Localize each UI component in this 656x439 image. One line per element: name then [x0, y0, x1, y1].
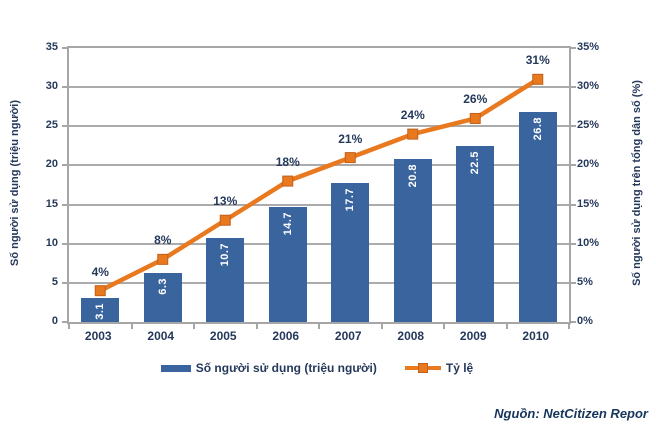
line-value-label: 18%: [275, 155, 300, 170]
bar-2010: 26.8: [518, 112, 557, 322]
right-axis-title: Số người sử dụng trên tổng dân số (%): [622, 46, 652, 320]
left-axis-title: Số người sử dụng (triệu người): [0, 46, 30, 320]
left-axis-tickmark: [62, 164, 67, 167]
right-axis-tickmark: [571, 164, 576, 167]
line-path: [99, 77, 539, 293]
x-axis-tickmark: [380, 324, 383, 329]
right-axis-title-text: Số người sử dụng trên tổng dân số (%): [631, 80, 644, 286]
bar-2003: 3.1: [81, 297, 120, 322]
right-axis-tick-label: 0%: [577, 315, 593, 327]
x-axis-tickmark: [505, 324, 508, 329]
gridline-15: [69, 203, 569, 206]
left-axis-tickmark: [62, 86, 67, 89]
x-axis-label-2009: 2009: [459, 329, 487, 343]
bar-2008: 20.8: [393, 159, 432, 322]
x-axis-tickmark: [443, 324, 445, 329]
left-axis-tickmark: [62, 321, 67, 323]
x-axis-label-2010: 2010: [522, 329, 550, 343]
right-axis-tickmark: [571, 321, 576, 323]
line-series: [94, 73, 544, 297]
line-marker-icon: [94, 285, 106, 297]
line-marker-icon: [407, 128, 419, 140]
left-axis-tick-label: 5: [51, 275, 58, 288]
left-axis-tick-label: 25: [45, 119, 58, 132]
bar-series-swatch-icon: [160, 364, 191, 372]
bar-2005: 10.7: [206, 238, 245, 322]
right-axis-tickmark: [571, 47, 576, 49]
left-axis-title-text: Số người sử dụng (triệu người): [9, 99, 21, 267]
line-series-legend-label: Tỷ lệ: [445, 361, 474, 375]
right-axis-tickmark: [571, 125, 576, 128]
bar-2009: 22.5: [456, 145, 495, 322]
right-axis-tick-label: 30%: [577, 80, 600, 93]
x-axis-tickmark: [255, 324, 258, 329]
right-axis-tickmark: [571, 242, 576, 245]
left-axis-tickmark: [62, 203, 67, 206]
left-axis-tick-label: 20: [45, 158, 58, 171]
line-value-label: 13%: [213, 194, 238, 209]
line-marker-icon: [219, 214, 231, 226]
line-value-label: 24%: [400, 108, 425, 123]
right-axis-tick-label: 10%: [577, 236, 600, 249]
right-axis-tickmark: [571, 86, 576, 89]
x-axis-label-2005: 2005: [209, 329, 237, 343]
line-value-label: 26%: [463, 92, 488, 107]
left-axis-tick-label: 10: [45, 236, 58, 249]
x-axis-tickmark: [130, 324, 133, 329]
bar-2004: 6.3: [143, 272, 182, 322]
left-axis-tickmark: [62, 47, 67, 49]
line-marker-icon: [532, 73, 544, 85]
gridline-5: [69, 281, 569, 284]
x-axis-tickmark: [568, 324, 570, 329]
x-axis-tickmark: [68, 324, 70, 329]
gridline-20: [69, 164, 569, 167]
x-axis-label-2008: 2008: [397, 329, 425, 343]
right-axis-tick-label: 5%: [577, 275, 593, 288]
legend: Số người sử dụng (triệu người) Tỷ lệ: [67, 361, 567, 375]
gridline-10: [69, 242, 569, 245]
plot-area: 3.1 6.3 10.7 14.7 17.7 20.8 22.5 26.8 4% 8% 13% 18%…: [62, 46, 576, 329]
line-value-label: 31%: [525, 53, 550, 68]
line-value-label: 4%: [91, 264, 109, 279]
gridline-30: [69, 86, 569, 89]
bar-series-legend-label: Số người sử dụng (triệu người): [195, 361, 377, 375]
left-axis-tick-label: 35: [45, 41, 58, 53]
left-axis-tick-label: 15: [45, 197, 58, 210]
left-axis-tick-label: 30: [45, 80, 58, 93]
line-marker-icon: [344, 152, 356, 164]
x-axis-label-2007: 2007: [334, 329, 362, 343]
line-marker-icon: [469, 112, 481, 124]
left-axis-tickmark: [62, 242, 67, 245]
x-axis-labels: 2003 2004 2005 2006 2007 2008 2009 2010: [67, 329, 567, 343]
bar-2007: 17.7: [331, 183, 370, 322]
line-series-swatch-icon: [404, 363, 441, 373]
right-axis-tickmark: [571, 281, 576, 284]
line-value-label: 8%: [154, 233, 172, 248]
line-marker-icon: [282, 175, 294, 187]
right-axis-tick-label: 35%: [577, 41, 600, 53]
legend-item-bar-series: Số người sử dụng (triệu người): [160, 361, 377, 375]
right-axis-tick-label: 25%: [577, 119, 600, 132]
x-axis-tickmark: [193, 324, 195, 329]
x-axis-label-2004: 2004: [147, 329, 175, 343]
left-axis-tick-label: 0: [51, 315, 58, 327]
right-axis-tickmark: [571, 203, 576, 206]
line-marker-icon: [157, 253, 169, 265]
legend-item-line-series: Tỷ lệ: [404, 361, 474, 375]
right-axis-tick-label: 15%: [577, 197, 600, 210]
source-note: Nguồn: NetCitizen Repor: [494, 406, 648, 421]
x-axis-label-2006: 2006: [272, 329, 300, 343]
left-axis-tickmark: [62, 281, 67, 284]
right-axis-tick-label: 20%: [577, 158, 600, 171]
left-axis-tickmark: [62, 125, 67, 128]
bar-2006: 14.7: [268, 206, 307, 322]
x-axis-tickmark: [318, 324, 320, 329]
gridline-25: [69, 125, 569, 128]
line-value-label: 21%: [338, 131, 363, 146]
x-axis-label-2003: 2003: [84, 329, 112, 343]
